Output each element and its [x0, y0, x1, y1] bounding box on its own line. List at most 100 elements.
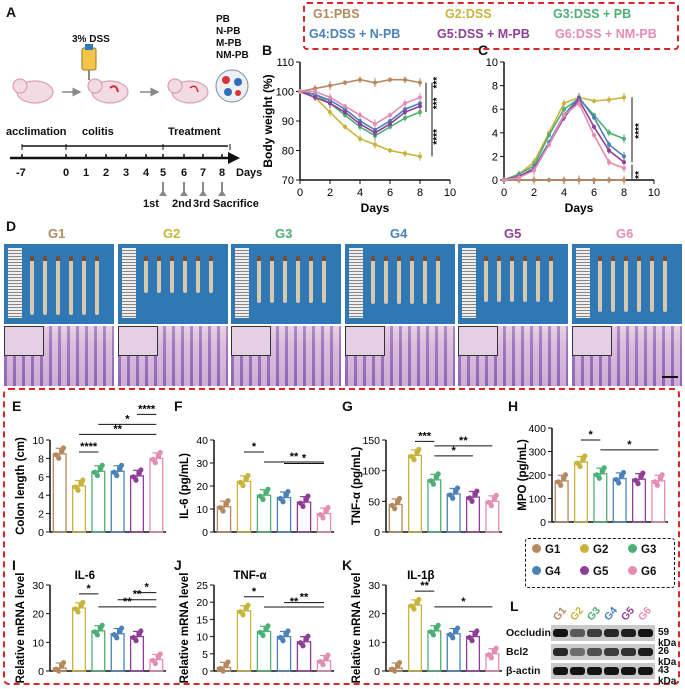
data-point [265, 623, 271, 629]
y-tick-label: 30 [196, 458, 208, 470]
sig-label: ** [290, 451, 299, 463]
data-point [601, 465, 607, 471]
sig-label: **** [138, 403, 156, 415]
data-point [392, 668, 398, 674]
colon-photo-g2 [118, 244, 228, 324]
x-tick-label: 6 [591, 187, 597, 199]
sig-label: *** [418, 430, 432, 442]
wb-band [553, 648, 568, 656]
phase-treatment: Treatment [168, 126, 221, 138]
sig-label: **** [80, 441, 98, 453]
wb-kda-label: 43 kDa [658, 665, 677, 687]
y-tick-label: 10 [32, 435, 44, 447]
y-tick-label: 2 [38, 509, 44, 521]
y-axis-label: Relative mRNA level [351, 573, 363, 683]
y-tick-label: 25 [196, 580, 208, 592]
data-point [94, 632, 100, 638]
data-point [225, 659, 231, 665]
y-tick-label: 6 [492, 104, 498, 116]
colon-specimen [624, 256, 628, 313]
dose-1st: 1st [143, 198, 159, 210]
data-point [493, 645, 499, 651]
data-point [325, 652, 331, 658]
sig-label: *** [432, 97, 443, 109]
y-tick-label: 8 [38, 453, 44, 465]
colon-specimen [170, 256, 174, 294]
data-point [99, 462, 105, 468]
y-tick-label: 0 [202, 527, 208, 539]
legend-text: G5 [593, 566, 609, 578]
data-point [562, 113, 566, 118]
group-name-g2: G2 [163, 226, 181, 241]
x-tick-label: 2 [327, 187, 333, 199]
y-tick-label: 10 [486, 57, 498, 69]
data-point [592, 115, 596, 120]
data-point [138, 467, 144, 473]
legend-dot [580, 566, 589, 575]
dss-label: 3% DSS [72, 34, 110, 45]
x-tick-label: 6 [387, 187, 393, 199]
data-point [558, 482, 564, 488]
days-axis-label: Days [236, 167, 263, 179]
group-name-g3: G3 [275, 226, 293, 241]
colon-photo-g6 [572, 244, 682, 324]
sig-label: * [302, 453, 307, 465]
wb-strip [551, 625, 655, 641]
group-name-g6: G6 [616, 226, 634, 241]
data-point [265, 486, 271, 492]
data-point [373, 142, 377, 147]
small-legend-entry-g3: G3 [628, 544, 656, 556]
legend-entry-g4: G4:DSS + N-PB [309, 27, 401, 41]
y-tick-label: 200 [528, 470, 546, 482]
ruler [122, 248, 136, 318]
data-point [562, 101, 566, 106]
colon-specimen [183, 256, 187, 294]
ruler [576, 248, 590, 318]
data-point [240, 483, 246, 489]
data-point [592, 124, 596, 129]
panel-label-c: C [478, 42, 489, 58]
y-tick-label: 2 [492, 151, 498, 163]
panel-label-f: F [174, 398, 183, 414]
data-point [298, 89, 302, 94]
data-point [532, 168, 536, 173]
colon-specimen [598, 256, 602, 313]
sig-label: * [252, 586, 257, 598]
y-tick-label: 100 [362, 466, 380, 478]
y-tick-label: 70 [282, 175, 294, 187]
data-point [582, 453, 588, 459]
bar-g2 [236, 610, 252, 672]
data-point [94, 472, 100, 479]
legend-entry-g3: G3:DSS + PB [553, 7, 632, 21]
data-point [488, 503, 494, 509]
y-tick-label: 15 [196, 614, 208, 626]
data-point [280, 638, 286, 644]
data-point [416, 446, 422, 452]
data-point [388, 77, 392, 82]
sig-label: ** [290, 596, 299, 608]
data-point [152, 460, 158, 466]
data-point [532, 178, 536, 182]
data-point [396, 495, 403, 502]
data-point [60, 659, 67, 666]
data-point [138, 628, 144, 634]
data-point [418, 95, 422, 100]
data-point [99, 622, 105, 628]
day-minus7: -7 [16, 167, 26, 179]
bar-g3 [427, 479, 442, 533]
wb-protein-label: Bcl2 [506, 646, 529, 658]
x-tick-label: 0 [297, 187, 303, 199]
bar-g4 [110, 470, 125, 533]
y-tick-label: 20 [196, 481, 208, 493]
panel-label-b: B [262, 42, 273, 58]
data-point [328, 101, 332, 106]
treatment-pb: PB [216, 14, 230, 25]
colon-specimen [283, 256, 287, 304]
x-tick-label: 0 [501, 187, 507, 199]
histology-inset [572, 326, 612, 356]
group-name-g4: G4 [390, 226, 408, 241]
data-point [56, 668, 62, 674]
treatment-m-pb: M-PB [216, 38, 242, 49]
sig-label: * [461, 596, 466, 608]
